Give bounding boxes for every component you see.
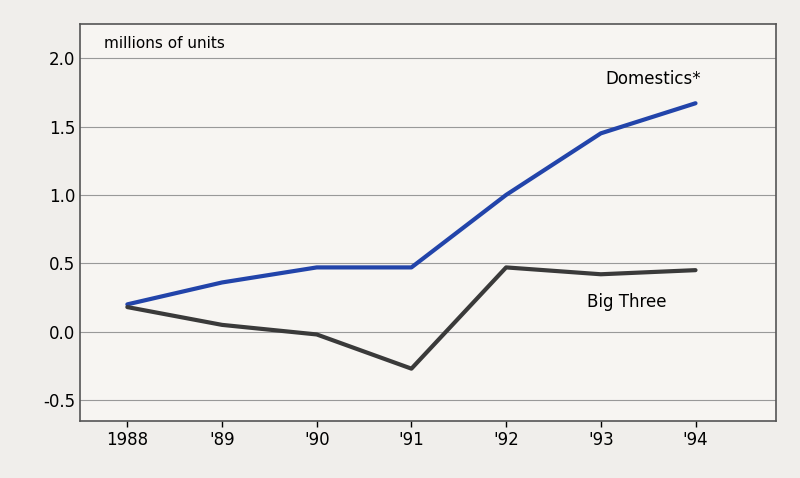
- Text: Domestics*: Domestics*: [606, 70, 701, 88]
- Text: millions of units: millions of units: [104, 36, 226, 51]
- Text: Big Three: Big Three: [586, 293, 666, 311]
